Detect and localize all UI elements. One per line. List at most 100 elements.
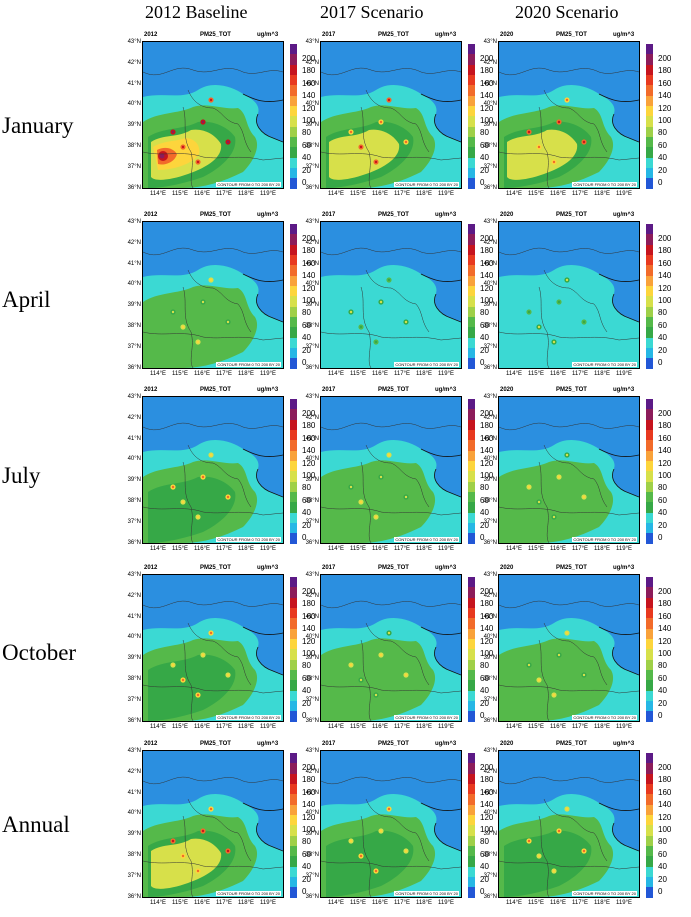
colorbar-swatch bbox=[646, 137, 653, 148]
latitude-label: 39°N bbox=[483, 122, 497, 129]
pm25-map bbox=[499, 247, 639, 368]
colorbar-swatch bbox=[646, 659, 653, 671]
colorbar-swatch bbox=[290, 85, 297, 96]
latitude-label: 37°N bbox=[305, 163, 319, 170]
colorbar-label: 40 bbox=[658, 333, 667, 343]
latitude-label: 36°N bbox=[483, 893, 497, 900]
colorbar-swatch bbox=[468, 618, 475, 629]
panel-unit-label: ug/m^3 bbox=[435, 741, 457, 747]
colorbar-swatch bbox=[290, 440, 297, 451]
colorbar-swatch bbox=[468, 846, 475, 857]
colorbar-swatch bbox=[468, 597, 475, 609]
colorbar-label: 20 bbox=[302, 874, 311, 884]
colorbar-swatch bbox=[468, 701, 475, 712]
colorbar-swatch bbox=[468, 399, 475, 410]
latitude-label: 39°N bbox=[305, 655, 319, 662]
contour-note: CONTOUR FROM 0 TO 200 BY 20 bbox=[216, 715, 281, 720]
pm25-map bbox=[499, 67, 639, 188]
colorbar-label: 120 bbox=[302, 103, 316, 113]
colorbar-swatch bbox=[646, 670, 653, 681]
row-header: January bbox=[2, 113, 74, 138]
colorbar-label: 40 bbox=[658, 153, 667, 163]
colorbar-label: 120 bbox=[658, 458, 672, 468]
longitude-label: 119°E bbox=[260, 546, 276, 552]
map-frame: CONTOUR FROM 0 TO 200 BY 20 bbox=[498, 574, 640, 722]
colorbar-label: 160 bbox=[480, 78, 494, 88]
colorbar-swatch bbox=[290, 419, 297, 431]
latitude-label: 36°N bbox=[305, 364, 319, 371]
latitude-label: 40°N bbox=[483, 634, 497, 641]
colorbar-swatch bbox=[646, 639, 653, 650]
colorbar-swatch bbox=[468, 317, 475, 328]
colorbar-swatch bbox=[468, 502, 475, 513]
colorbar-swatch bbox=[468, 147, 475, 158]
latitude-label: 39°N bbox=[483, 302, 497, 309]
latitude-label: 37°N bbox=[127, 518, 141, 525]
colorbar-swatch bbox=[646, 608, 653, 619]
latitude-label: 37°N bbox=[483, 163, 497, 170]
colorbar-swatch bbox=[468, 887, 475, 898]
colorbar-label: 20 bbox=[480, 874, 489, 884]
colorbar-label: 60 bbox=[658, 495, 667, 505]
panel-year-label: 2020 bbox=[500, 32, 514, 38]
colorbar-label: 140 bbox=[480, 446, 494, 456]
colorbar-swatch bbox=[290, 234, 297, 245]
colorbar-swatch bbox=[646, 618, 653, 629]
longitude-label: 116°E bbox=[550, 191, 566, 197]
row-header: July bbox=[2, 463, 41, 488]
panel-unit-label: ug/m^3 bbox=[257, 387, 279, 393]
colorbar-swatch bbox=[646, 763, 653, 774]
map-panel: 2020 PM25_TOT ug/m^3 CONTOUR FROM 0 TO 200 … bbox=[468, 741, 672, 917]
colorbar-label: 140 bbox=[658, 800, 672, 810]
latitude-label: 38°N bbox=[127, 676, 141, 682]
colorbar-swatch bbox=[290, 877, 297, 888]
longitude-label: 119°E bbox=[438, 371, 454, 377]
latitude-label: 39°N bbox=[127, 477, 141, 484]
colorbar-swatch bbox=[290, 168, 297, 179]
colorbar-label: 140 bbox=[302, 91, 316, 101]
colorbar-label: 120 bbox=[658, 812, 672, 822]
colorbar-label: 80 bbox=[302, 483, 311, 493]
latitude-label: 42°N bbox=[305, 239, 319, 246]
latitude-label: 39°N bbox=[483, 655, 497, 662]
colorbar-label: 0 bbox=[658, 358, 663, 367]
latitude-label: 41°N bbox=[483, 260, 497, 267]
map-frame: CONTOUR FROM 0 TO 200 BY 20 bbox=[142, 41, 284, 189]
contour-note: CONTOUR FROM 0 TO 200 BY 20 bbox=[394, 537, 459, 542]
longitude-label: 118°E bbox=[416, 724, 432, 730]
longitude-label: 117°E bbox=[394, 900, 410, 906]
pm25-map bbox=[143, 67, 283, 188]
panel-year-label: 2017 bbox=[322, 212, 336, 218]
colorbar-swatch bbox=[468, 358, 475, 369]
column-header: 2020 Scenario bbox=[515, 2, 619, 22]
colorbar-swatch bbox=[468, 877, 475, 888]
panel-variable-label: PM25_TOT bbox=[378, 387, 409, 393]
pm25-map bbox=[321, 247, 461, 368]
latitude-label: 36°N bbox=[305, 184, 319, 191]
colorbar-swatch bbox=[468, 234, 475, 245]
pm25-map bbox=[321, 422, 461, 543]
longitude-label: 114°E bbox=[328, 546, 344, 552]
contour-note: CONTOUR FROM 0 TO 200 BY 20 bbox=[572, 362, 637, 367]
colorbar-label: 20 bbox=[302, 345, 311, 355]
latitude-label: 43°N bbox=[127, 394, 141, 400]
colorbar-label: 180 bbox=[658, 775, 672, 785]
latitude-label: 38°N bbox=[127, 852, 141, 858]
latitude-label: 43°N bbox=[483, 219, 497, 225]
panel-unit-label: ug/m^3 bbox=[435, 565, 457, 571]
colorbar-swatch bbox=[290, 116, 297, 127]
colorbar-label: 40 bbox=[302, 153, 311, 163]
latitude-label: 43°N bbox=[483, 748, 497, 754]
latitude-label: 38°N bbox=[483, 676, 497, 682]
colorbar-swatch bbox=[646, 126, 653, 138]
colorbar bbox=[646, 224, 653, 369]
map-panel: 2017 PM25_TOT ug/m^3 CONTOUR FROM 0 TO 200 … bbox=[290, 387, 494, 563]
colorbar-swatch bbox=[646, 866, 653, 878]
panel-year-label: 2017 bbox=[322, 32, 336, 38]
colorbar-swatch bbox=[646, 224, 653, 235]
pm25-map bbox=[143, 247, 283, 368]
latitude-label: 38°N bbox=[127, 498, 141, 504]
colorbar-label: 160 bbox=[658, 78, 672, 88]
panel-unit-label: ug/m^3 bbox=[257, 32, 279, 38]
colorbar-label: 120 bbox=[302, 636, 316, 646]
